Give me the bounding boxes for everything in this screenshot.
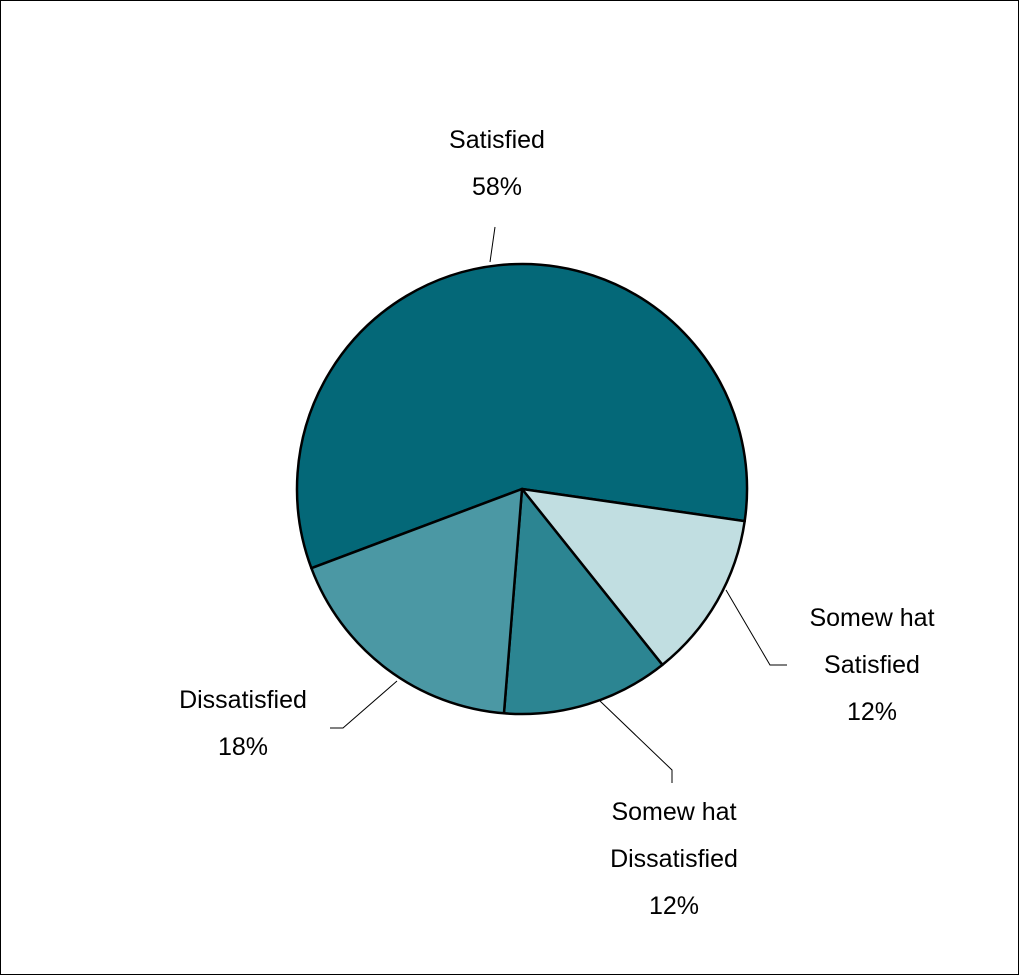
- pie-slice-dissatisfied: [310, 487, 524, 715]
- pie-slice-satisfied: [295, 262, 749, 570]
- data-label-somewhat-dissatisfied: Somew hat Dissatisfied 12%: [610, 798, 738, 920]
- data-label-satisfied: Satisfied 58%: [449, 126, 545, 201]
- pie-slice-somewhat-dissatisfied: [502, 487, 664, 716]
- slice-category: Satisfied: [824, 651, 920, 679]
- slice-category: Satisfied: [449, 126, 545, 154]
- leader-line-somewhat-satisfied: [725, 589, 787, 666]
- slice-category: Somew hat: [611, 798, 736, 826]
- slice-percent: 58%: [472, 173, 522, 201]
- slice-percent: 12%: [649, 892, 699, 920]
- slice-category: Dissatisfied: [179, 686, 307, 714]
- slice-labels: Satisfied 58%Somew hat Satisfied 12%Somew h…: [179, 126, 934, 920]
- pie-slices: [295, 262, 749, 716]
- slice-percent: 12%: [847, 698, 897, 726]
- data-label-dissatisfied: Dissatisfied 18%: [179, 686, 307, 761]
- slice-category: Somew hat: [809, 604, 934, 632]
- leader-line-somewhat-dissatisfied: [599, 700, 673, 783]
- leader-lines: [330, 226, 787, 783]
- slice-category: Dissatisfied: [610, 845, 738, 873]
- slice-percent: 18%: [218, 733, 268, 761]
- leader-line-dissatisfied: [330, 680, 398, 729]
- data-label-somewhat-satisfied: Somew hat Satisfied 12%: [809, 604, 934, 726]
- pie-slice-somewhat-satisfied: [520, 487, 746, 667]
- leader-line-satisfied: [489, 226, 496, 263]
